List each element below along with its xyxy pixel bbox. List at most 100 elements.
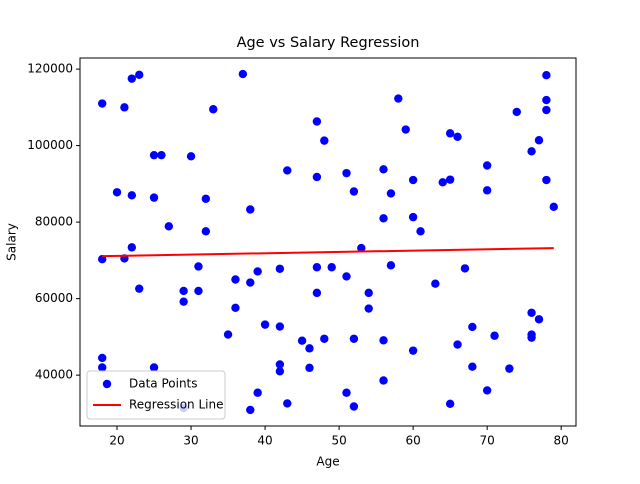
data-point [164, 222, 174, 231]
data-point [253, 267, 262, 276]
data-point [505, 364, 514, 373]
data-point [542, 175, 551, 185]
y-tick-label: 100000 [27, 138, 73, 152]
data-point [549, 202, 558, 212]
data-point [98, 363, 107, 372]
data-point [112, 188, 122, 197]
data-point [431, 279, 440, 288]
data-point [149, 150, 159, 160]
data-point [364, 304, 373, 313]
y-tick-label: 60000 [35, 291, 73, 305]
legend-box [86, 370, 226, 420]
data-point [179, 297, 188, 306]
legend-label: Data Points [129, 377, 198, 391]
data-point [342, 388, 351, 397]
data-point [127, 243, 137, 252]
data-point [416, 227, 425, 236]
regression-line [102, 247, 554, 258]
data-point [260, 320, 270, 329]
data-point [127, 191, 137, 200]
data-point [312, 117, 322, 126]
data-point [312, 172, 322, 182]
data-point [401, 125, 410, 134]
data-point [527, 147, 536, 156]
data-point [223, 330, 233, 339]
data-point [135, 70, 144, 80]
data-point [394, 94, 403, 103]
data-point [482, 161, 492, 170]
data-point [312, 263, 322, 272]
data-point [186, 152, 196, 161]
data-point [231, 275, 240, 284]
data-point [386, 261, 396, 270]
data-point [238, 69, 248, 79]
data-point [527, 333, 536, 342]
chart-title: Age vs Salary Regression [237, 35, 420, 51]
data-point [534, 136, 544, 145]
data-point [349, 187, 359, 196]
y-tick-label: 40000 [35, 368, 73, 382]
x-tick-label: 80 [554, 434, 569, 448]
data-point [320, 334, 329, 343]
data-point [445, 129, 455, 138]
data-point [283, 166, 292, 175]
data-point [305, 344, 314, 353]
data-point [482, 386, 492, 395]
data-point [275, 322, 285, 331]
data-point [342, 272, 351, 281]
data-point [275, 264, 285, 273]
data-point [305, 363, 314, 373]
data-point [445, 399, 455, 409]
y-axis-label: Salary [5, 223, 19, 261]
x-tick-label: 30 [183, 434, 198, 448]
data-point [438, 178, 447, 187]
x-tick-label: 70 [480, 434, 495, 448]
data-point [386, 189, 396, 198]
data-point [98, 353, 107, 363]
data-point [379, 165, 388, 174]
legend-label: Regression Line [129, 398, 223, 412]
data-point [349, 334, 359, 343]
data-point [482, 186, 492, 195]
legend: Data Points Regression Line [86, 370, 226, 420]
data-point [379, 336, 388, 345]
data-point [534, 315, 544, 324]
data-point [98, 99, 107, 108]
data-point [201, 227, 211, 236]
data-point [542, 105, 551, 115]
data-point [320, 136, 329, 145]
data-point [445, 175, 455, 184]
data-point [201, 194, 211, 203]
data-point [527, 308, 536, 317]
data-point [275, 360, 285, 369]
plot-frame [79, 57, 577, 427]
data-point [275, 367, 285, 376]
data-point [231, 303, 240, 312]
data-point [453, 340, 462, 349]
data-point [408, 346, 418, 355]
data-point [179, 286, 188, 296]
x-tick-label: 50 [331, 434, 346, 448]
data-point [246, 205, 255, 214]
data-point [194, 262, 203, 271]
data-point [120, 103, 129, 112]
legend-swatch [102, 379, 112, 389]
data-point [135, 284, 144, 293]
data-point [468, 322, 477, 332]
data-point [349, 402, 359, 411]
data-point [512, 107, 521, 117]
data-point [149, 193, 159, 202]
x-tick-label: 60 [405, 434, 420, 448]
data-point [149, 363, 159, 372]
data-point [127, 74, 137, 83]
y-tick-label: 120000 [27, 62, 73, 76]
data-point [246, 278, 255, 287]
data-point [408, 175, 418, 185]
data-point [542, 71, 551, 80]
data-point [408, 212, 418, 222]
data-point [327, 263, 336, 272]
data-point [253, 388, 262, 397]
data-point [379, 376, 388, 385]
data-point [283, 399, 292, 408]
data-point [297, 336, 307, 345]
